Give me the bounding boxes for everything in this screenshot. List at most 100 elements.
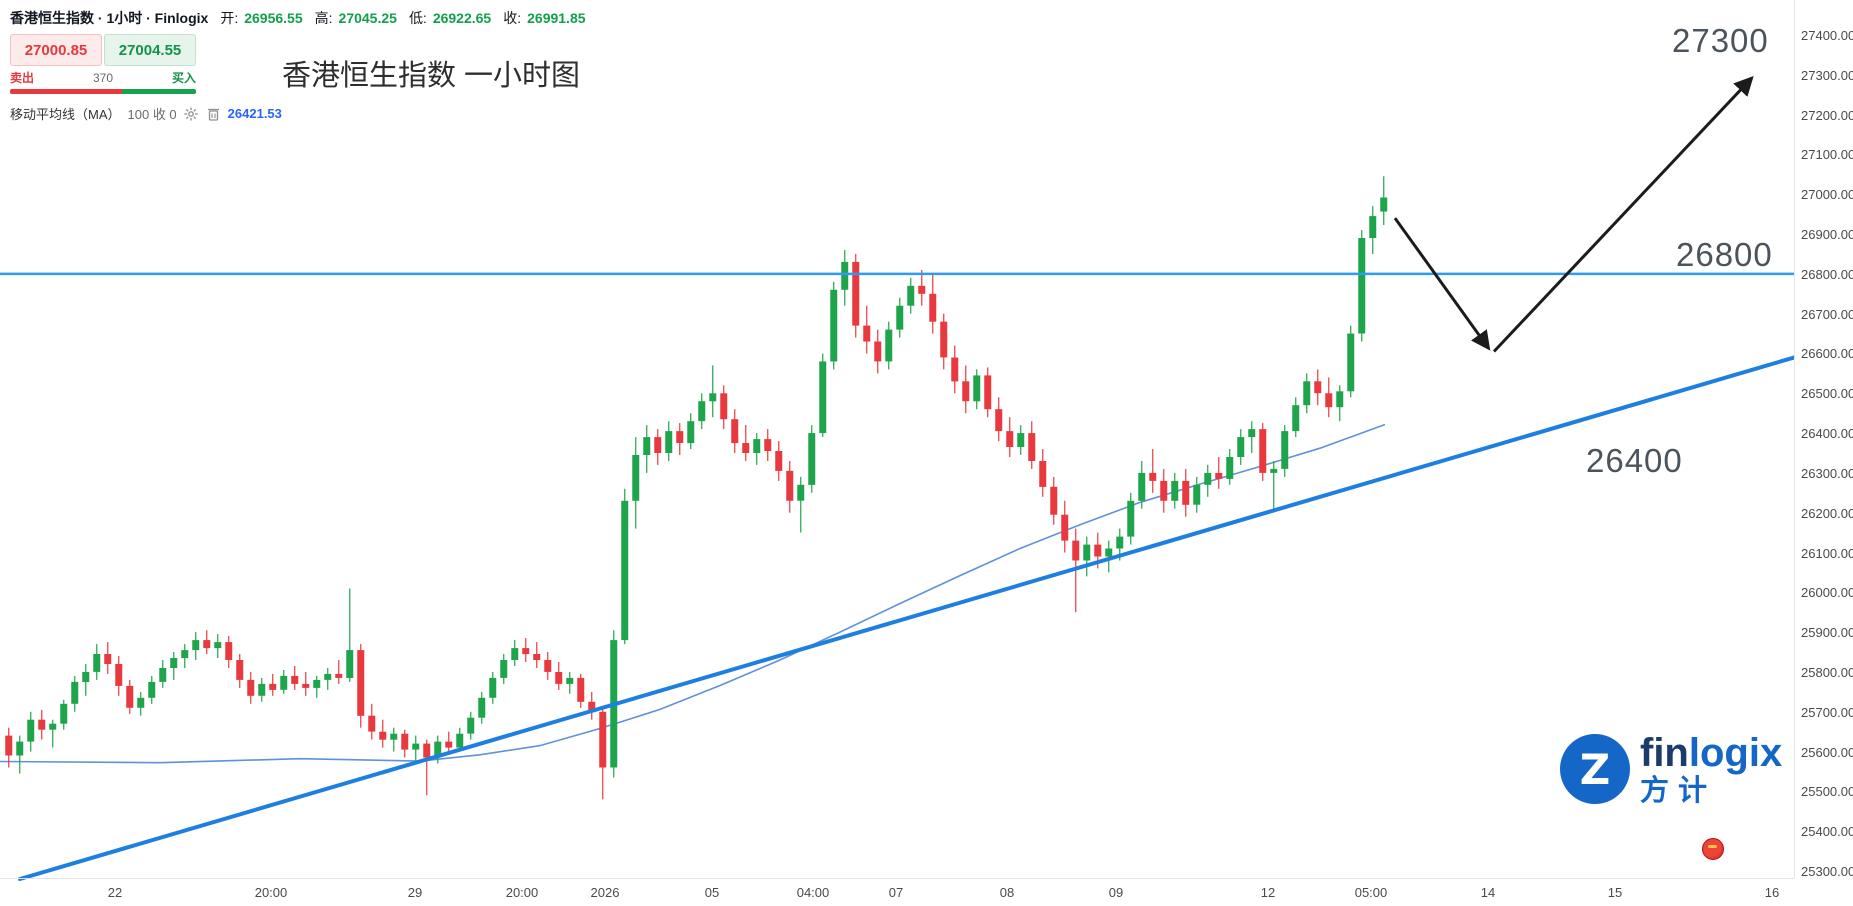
candle [852, 254, 860, 338]
projection-arrow[interactable] [1393, 217, 1491, 351]
candle [555, 662, 563, 690]
candle [27, 711, 35, 752]
candle [1270, 461, 1278, 513]
candle [1028, 421, 1036, 469]
price-axis-label: 26800.00 [1801, 266, 1853, 282]
candle [599, 705, 607, 800]
candle [643, 425, 651, 473]
candle [511, 640, 519, 666]
time-axis-label: 12 [1260, 885, 1276, 900]
price-chart[interactable] [0, 0, 1794, 906]
candle [577, 673, 585, 708]
candle [874, 329, 882, 374]
red-badge-icon [1702, 838, 1724, 860]
time-axis-label: 15 [1607, 885, 1623, 900]
candle [1336, 385, 1344, 422]
candle [1369, 206, 1377, 254]
time-axis-label: 05:00 [1354, 885, 1388, 900]
price-axis-label: 25700.00 [1801, 704, 1853, 720]
sell-button[interactable]: 27000.85 [10, 34, 102, 66]
buy-button[interactable]: 27004.55 [104, 34, 196, 66]
target-price-annotation[interactable]: 27300 [1672, 22, 1769, 59]
resistance-price-annotation[interactable]: 26800 [1676, 236, 1773, 273]
candle [192, 632, 200, 660]
candle [104, 642, 112, 674]
candle [544, 652, 552, 680]
candle [93, 644, 101, 680]
finlogix-wordmark: finlogix [1640, 731, 1783, 775]
candle [159, 660, 167, 688]
close-label: 收: [503, 10, 522, 26]
support-price-annotation[interactable]: 26400 [1586, 442, 1683, 479]
price-axis-label: 26300.00 [1801, 465, 1853, 481]
candle [214, 634, 222, 658]
price-axis-label: 26700.00 [1801, 306, 1853, 322]
candle [1149, 449, 1157, 493]
sell-label: 卖出 [10, 71, 35, 85]
delete-icon[interactable] [206, 106, 221, 121]
candle [621, 488, 629, 645]
time-axis-label: 20:00 [505, 885, 539, 900]
candle [181, 644, 189, 668]
candle [1050, 476, 1058, 525]
candle [324, 668, 332, 690]
settings-icon[interactable] [184, 106, 199, 121]
candle [1325, 377, 1333, 418]
candle [676, 423, 684, 455]
candle [1204, 464, 1212, 497]
candle [1303, 373, 1311, 414]
depth-bar [10, 89, 196, 94]
time-axis[interactable]: 22 20:00 29 20:00 2026 05 04:00 07 08 09 12 05:00 14… [0, 878, 1794, 906]
depth-bar-buy [121, 89, 196, 94]
symbol-title[interactable]: 香港恒生指数 · 1小时 · Finlogix [10, 10, 209, 26]
candle [49, 719, 57, 748]
candle [5, 727, 13, 768]
candle [1083, 536, 1091, 577]
candle [588, 691, 596, 720]
candle [654, 429, 662, 465]
finlogix-logo: Z finlogix 方计 [1560, 732, 1782, 806]
candle [390, 727, 398, 752]
price-axis-label: 26400.00 [1801, 426, 1853, 442]
candle [775, 441, 783, 481]
candle [346, 588, 354, 682]
time-axis-label: 20:00 [254, 885, 288, 900]
candle [1127, 492, 1135, 545]
candle [38, 709, 46, 740]
price-axis-label: 25800.00 [1801, 664, 1853, 680]
candle [1380, 176, 1388, 225]
candle [918, 269, 926, 306]
buy-label: 买入 [171, 71, 196, 85]
low-value: 26922.65 [432, 10, 492, 26]
candle [1171, 472, 1179, 509]
finlogix-cn-wordmark: 方计 [1640, 775, 1717, 807]
price-axis-label: 27100.00 [1801, 147, 1853, 163]
candle [731, 409, 739, 453]
candle [1215, 457, 1223, 489]
price-axis-label: 26500.00 [1801, 386, 1853, 402]
candle [984, 367, 992, 418]
projection-arrow[interactable] [1492, 75, 1754, 353]
close-value: 26991.85 [527, 10, 586, 26]
candle [1226, 449, 1234, 485]
candle [412, 735, 420, 762]
candle [401, 729, 409, 758]
price-axis-label: 26900.00 [1801, 227, 1853, 243]
candle [973, 369, 981, 410]
price-axis[interactable]: 27400.00 27300.00 27200.00 27100.00 27000.00… [1794, 0, 1853, 879]
support-trendline[interactable] [18, 355, 1794, 881]
candle [632, 437, 640, 529]
high-label: 高: [314, 10, 333, 26]
candle [489, 672, 497, 704]
price-axis-label: 26600.00 [1801, 346, 1853, 362]
candle [302, 672, 310, 696]
ma-name[interactable]: 移动平均线（MA） [10, 107, 121, 122]
price-axis-label: 25300.00 [1801, 864, 1853, 879]
candle [313, 675, 321, 698]
time-axis-label: 04:00 [796, 885, 830, 900]
candle [60, 699, 68, 730]
price-axis-label: 26200.00 [1801, 505, 1853, 521]
candle [423, 739, 431, 796]
candle [71, 675, 79, 712]
candle [720, 385, 728, 430]
